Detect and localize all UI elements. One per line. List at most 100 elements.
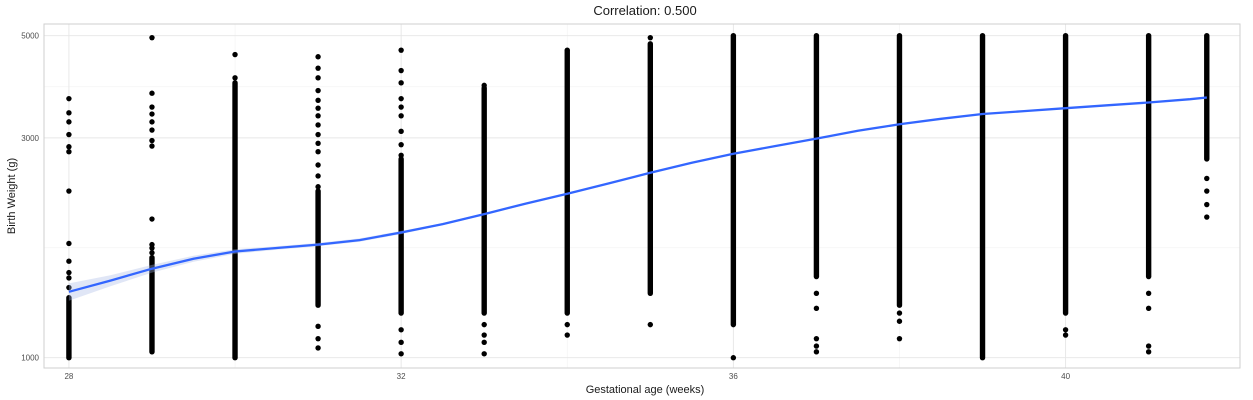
- point-run: [232, 80, 238, 361]
- point: [315, 162, 321, 168]
- point: [564, 321, 570, 328]
- point: [315, 173, 321, 179]
- point: [481, 339, 487, 346]
- point-run: [813, 32, 820, 280]
- y-axis: 1000 3000 5000: [21, 32, 39, 363]
- point: [315, 323, 321, 330]
- point: [481, 332, 487, 338]
- y-axis-title: Birth Weight (g): [6, 158, 18, 234]
- point: [315, 87, 321, 94]
- scatter-points: [66, 32, 1210, 361]
- point: [1204, 175, 1210, 182]
- point: [149, 34, 155, 41]
- point: [398, 141, 404, 148]
- point: [398, 113, 404, 119]
- trend-layer: [68, 96, 1207, 301]
- point: [149, 137, 155, 144]
- point-run: [1145, 32, 1152, 280]
- point: [398, 339, 404, 346]
- point: [398, 95, 404, 102]
- point: [1062, 332, 1069, 338]
- point: [813, 349, 820, 355]
- point: [315, 75, 321, 81]
- point: [66, 148, 72, 155]
- point: [66, 188, 72, 194]
- point: [398, 104, 404, 110]
- point: [813, 305, 820, 312]
- point: [398, 351, 404, 357]
- point: [398, 67, 404, 74]
- point: [1062, 327, 1069, 333]
- x-tick-label: 32: [397, 372, 406, 381]
- point: [398, 128, 404, 135]
- point: [149, 119, 155, 125]
- y-tick-label: 5000: [21, 32, 39, 41]
- point: [481, 321, 487, 328]
- point-run: [564, 47, 570, 316]
- x-axis-title: Gestational age (weeks): [586, 384, 705, 396]
- point: [66, 110, 72, 116]
- point: [1145, 290, 1152, 296]
- chart-title: Correlation: 0.500: [593, 3, 696, 18]
- point: [1204, 214, 1210, 220]
- point: [315, 97, 321, 103]
- point: [149, 250, 155, 256]
- point: [149, 143, 155, 149]
- point-run: [730, 32, 737, 328]
- x-tick-label: 28: [64, 372, 73, 381]
- x-axis: 28 32 36 40: [64, 372, 1070, 381]
- point: [232, 51, 238, 58]
- point: [481, 351, 487, 357]
- point: [1204, 201, 1210, 208]
- point: [398, 152, 404, 158]
- point: [564, 332, 570, 338]
- point: [149, 216, 155, 222]
- point: [66, 95, 72, 102]
- point: [66, 144, 72, 150]
- point-run: [979, 32, 986, 361]
- point: [66, 119, 72, 125]
- point: [647, 34, 654, 41]
- point: [66, 275, 72, 281]
- plot-frame: [43, 23, 1241, 369]
- point: [315, 335, 321, 342]
- point: [730, 355, 737, 361]
- x-tick-label: 36: [729, 372, 738, 381]
- point: [66, 269, 72, 276]
- point-run: [896, 32, 903, 308]
- grid: [44, 24, 1240, 368]
- y-tick-label: 3000: [21, 134, 39, 143]
- point: [315, 148, 321, 155]
- point-run: [149, 254, 155, 355]
- point: [149, 111, 155, 117]
- point: [315, 105, 321, 111]
- point: [149, 104, 155, 110]
- point: [149, 127, 155, 133]
- point: [149, 90, 155, 96]
- point: [1145, 343, 1152, 349]
- point: [66, 284, 72, 291]
- point: [315, 184, 321, 190]
- point-run: [315, 188, 321, 308]
- point: [398, 47, 404, 53]
- point: [1145, 349, 1152, 355]
- point-run: [481, 85, 487, 316]
- point: [896, 310, 903, 316]
- point-run: [1062, 32, 1069, 316]
- point: [315, 345, 321, 351]
- point: [315, 54, 321, 60]
- point-run: [398, 156, 404, 316]
- point: [481, 82, 487, 89]
- confidence-band: [68, 96, 1207, 301]
- point: [315, 113, 321, 119]
- point: [149, 241, 155, 248]
- point: [66, 258, 72, 264]
- point: [398, 327, 404, 333]
- trend-line: [68, 96, 1207, 293]
- point: [896, 318, 903, 324]
- point: [66, 131, 72, 138]
- point: [813, 290, 820, 296]
- point: [315, 65, 321, 71]
- point: [398, 80, 404, 86]
- y-tick-label: 1000: [21, 354, 39, 363]
